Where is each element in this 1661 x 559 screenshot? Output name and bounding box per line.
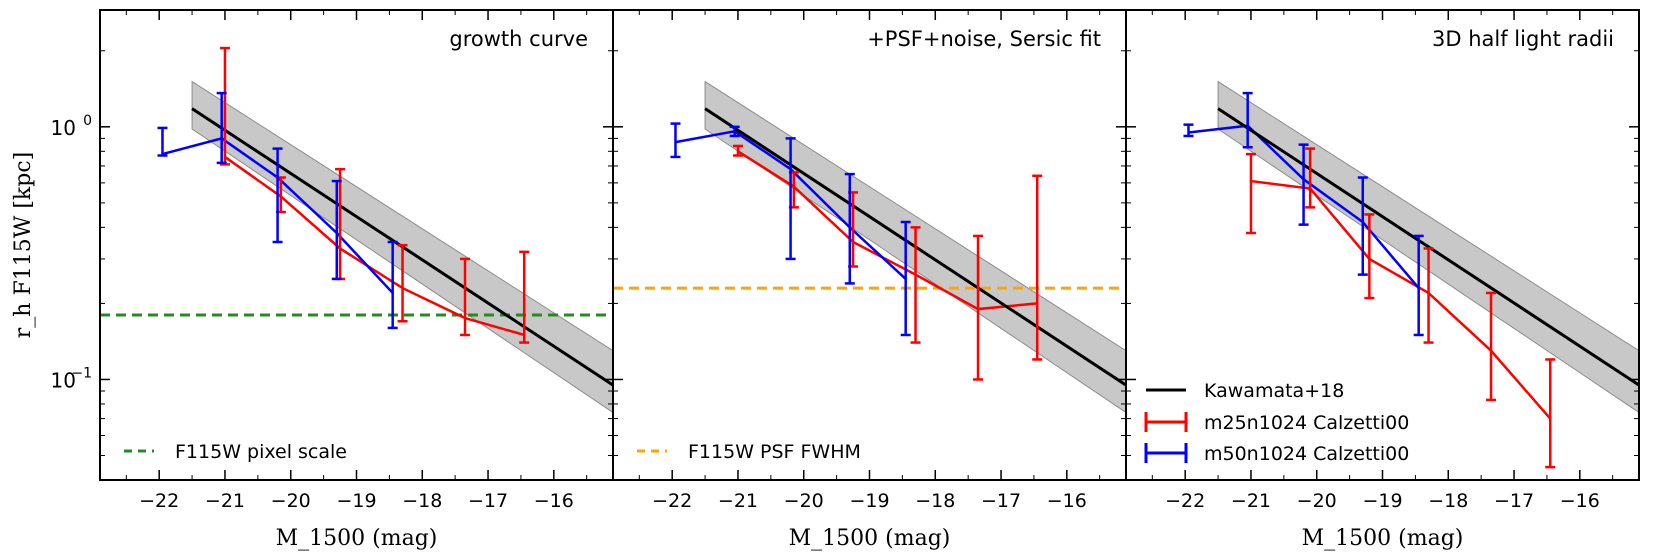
error-bar-m50 [387, 240, 398, 330]
panel-2: −22 −21 −20 −19 −18 −17 −16 +PSF+noise, Sersic … [612, 9, 1127, 551]
x-tick-label: −19 [1362, 490, 1402, 512]
x-axis-label: M_1500 (mag) [789, 526, 951, 551]
y-axis-label: r_h F115W [kpc] [11, 152, 36, 338]
y-tick-label: 10 [51, 116, 76, 140]
y-tick-label: 10 [51, 368, 76, 392]
panel-plot-area [1183, 80, 1639, 469]
x-tick-label: −22 [139, 490, 179, 512]
x-tick-label: −22 [652, 490, 692, 512]
x-tick-label: −22 [1165, 490, 1205, 512]
error-bar-m50 [844, 172, 855, 285]
error-bar-m25 [1486, 291, 1497, 402]
legend-label: m25n1024 Calzetti00 [1204, 412, 1409, 434]
error-bar-m25 [973, 234, 984, 381]
kawamata-line [1217, 107, 1639, 387]
panel-plot-area [613, 80, 1126, 414]
x-tick-label: −17 [981, 490, 1021, 512]
panel-frame [99, 9, 614, 481]
error-bar-m50 [900, 220, 911, 337]
x-tick-label: −17 [468, 490, 508, 512]
x-tick-label: −20 [271, 490, 311, 512]
error-bar-m25 [1545, 358, 1556, 469]
x-tick-label: −21 [1231, 490, 1271, 512]
panel-plot-area [100, 46, 613, 414]
x-tick-label: −21 [718, 490, 758, 512]
y-tick-label-exponent: −1 [71, 365, 92, 381]
error-bar-m50 [1183, 123, 1194, 138]
error-bar-m50 [1242, 91, 1253, 149]
error-bar-m50 [331, 179, 342, 281]
error-bar-m50 [1413, 234, 1424, 337]
error-bar-m25 [519, 250, 530, 344]
panel-title: 3D half light radii [1432, 27, 1614, 51]
legend-label: m50n1024 Calzetti00 [1204, 443, 1409, 465]
error-bar-m25 [1423, 247, 1434, 344]
x-axis-label: M_1500 (mag) [276, 526, 438, 551]
panel-title: +PSF+noise, Sersic fit [867, 27, 1101, 51]
x-tick-label: −20 [1297, 490, 1337, 512]
error-bar-m50 [157, 126, 168, 157]
error-bar-m50 [670, 122, 681, 159]
x-tick-label: −18 [402, 490, 442, 512]
error-bar-m25 [460, 257, 471, 337]
legend-label: Kawamata+18 [1204, 380, 1344, 402]
panel-title: growth curve [449, 27, 588, 51]
x-tick-label: −19 [849, 490, 889, 512]
error-bar-m25 [910, 226, 921, 344]
x-tick-label: −16 [1560, 490, 1600, 512]
y-tick-label-exponent: 0 [83, 113, 92, 129]
error-bar-m50 [272, 147, 283, 244]
x-tick-label: −21 [205, 490, 245, 512]
error-bar-m25 [1245, 152, 1256, 235]
error-bar-m50 [1357, 176, 1368, 276]
legend-label: F115W pixel scale [175, 441, 347, 463]
error-bar-m50 [729, 125, 740, 138]
error-bar-m25 [219, 46, 230, 166]
error-bar-m50 [1298, 143, 1309, 226]
error-bar-m25 [732, 144, 743, 157]
series-line-m25 [1250, 179, 1552, 420]
error-bar-m25 [1364, 213, 1375, 300]
x-tick-label: −18 [915, 490, 955, 512]
error-bar-m25 [397, 243, 408, 323]
x-tick-label: −18 [1428, 490, 1468, 512]
error-bar-m50 [216, 91, 227, 165]
x-tick-label: −16 [1047, 490, 1087, 512]
x-tick-label: −19 [336, 490, 376, 512]
x-axis-label: M_1500 (mag) [1302, 526, 1464, 551]
error-bar-m25 [1305, 147, 1316, 209]
x-tick-label: −17 [1494, 490, 1534, 512]
error-bar-m50 [785, 137, 796, 261]
error-bar-m25 [1032, 174, 1043, 361]
panel-3: −22 −21 −20 −19 −18 −17 −16 3D half light radii… [1125, 9, 1640, 551]
legend-label: F115W PSF FWHM [688, 441, 861, 463]
x-tick-label: −16 [534, 490, 574, 512]
x-tick-label: −20 [784, 490, 824, 512]
